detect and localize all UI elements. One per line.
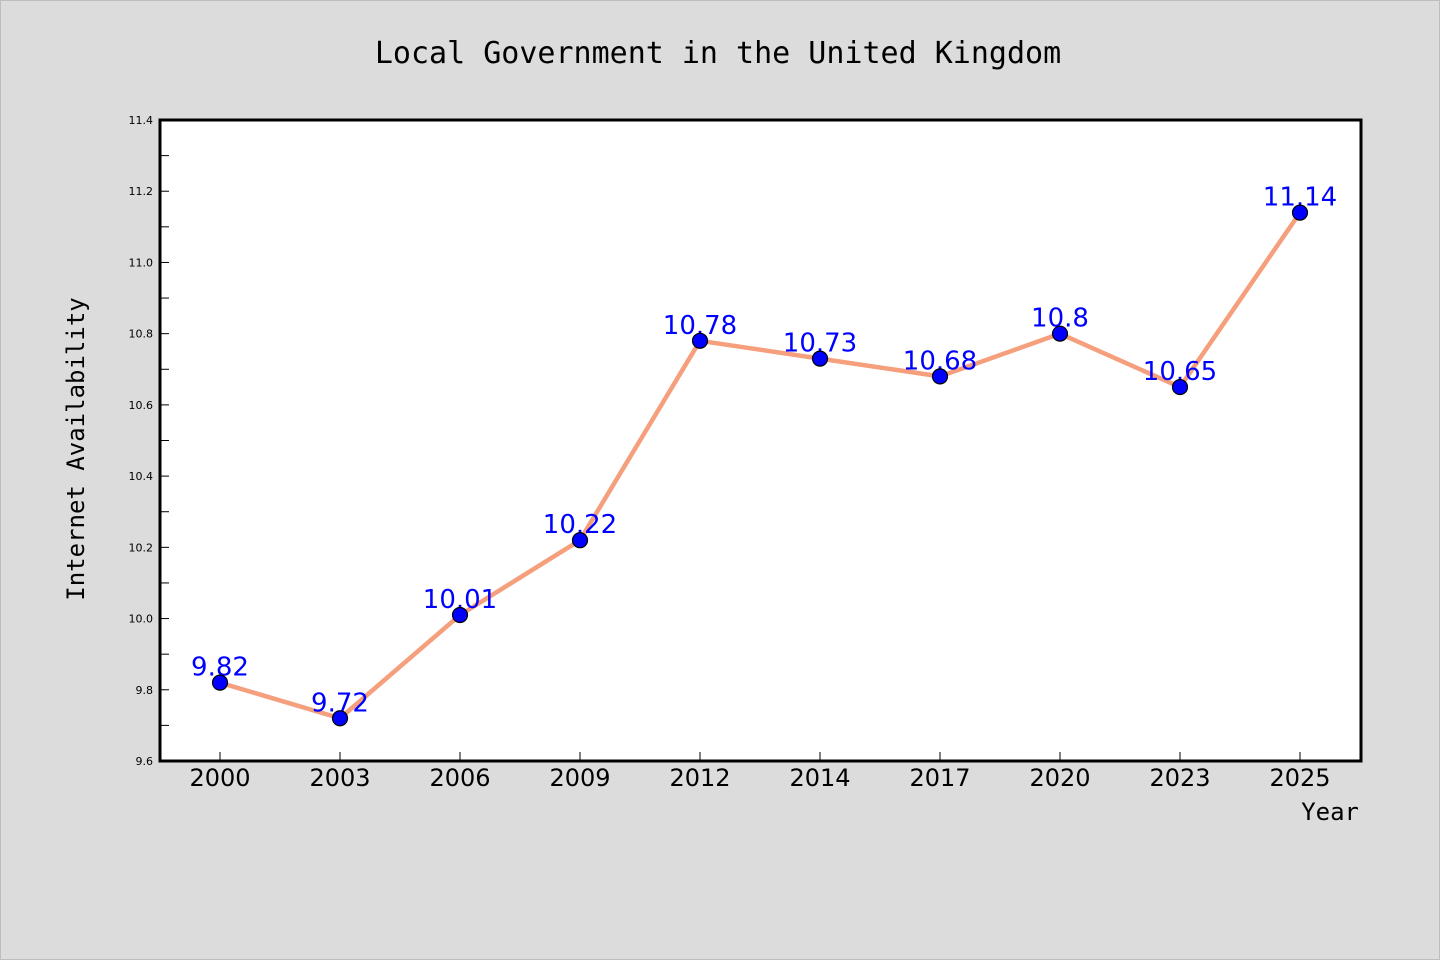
data-point (1171, 378, 1189, 396)
y-axis-title: Internet Availability (62, 297, 90, 600)
y-tick-label: 10.6 (129, 399, 154, 412)
data-point (1051, 325, 1069, 342)
y-tick-label: 11.2 (129, 185, 154, 198)
y-tick-label: 11.4 (129, 114, 154, 127)
y-tick-label: 10.0 (129, 613, 154, 626)
x-tick-label: 2000 (189, 764, 250, 792)
series-marker-group (211, 204, 1309, 727)
x-tick-label: 2003 (309, 764, 370, 792)
data-point (1291, 204, 1309, 221)
x-tick-label: 2014 (789, 764, 850, 792)
y-tick-label: 9.6 (136, 755, 154, 768)
y-tick-label: 11.0 (129, 256, 154, 269)
y-tick-label: 9.8 (136, 684, 154, 697)
plot-area (158, 118, 1363, 763)
data-point (571, 532, 589, 549)
x-tick-label: 2020 (1029, 764, 1090, 792)
x-tick-label: 2012 (669, 764, 730, 792)
series-line (217, 210, 1303, 721)
x-axis: 2000 2003 2006 2009 2012 2014 2017 2020 2023 2025 (189, 752, 1331, 792)
x-tick-label: 2009 (549, 764, 610, 792)
y-tick-label: 10.4 (129, 470, 154, 483)
data-point (451, 606, 469, 624)
data-point (211, 674, 229, 691)
data-point (931, 368, 949, 385)
y-tick-label: 10.2 (129, 541, 154, 554)
x-tick-label: 2006 (429, 764, 490, 792)
x-tick-label: 2025 (1269, 764, 1330, 792)
x-tick-label: 2023 (1149, 764, 1210, 792)
x-tick-label: 2017 (909, 764, 970, 792)
y-tick-label: 10.8 (129, 328, 154, 341)
data-point (691, 332, 709, 349)
data-point (811, 350, 829, 367)
data-point (331, 710, 349, 727)
y-axis: 9.6 9.8 10.0 10.2 10.4 10.6 10.8 11.0 11.2 11.4 (129, 114, 169, 768)
series-line-group (217, 210, 1303, 721)
chart-title: Local Government in the United Kingdom (375, 36, 1061, 71)
x-axis-title: Year (1301, 798, 1359, 826)
